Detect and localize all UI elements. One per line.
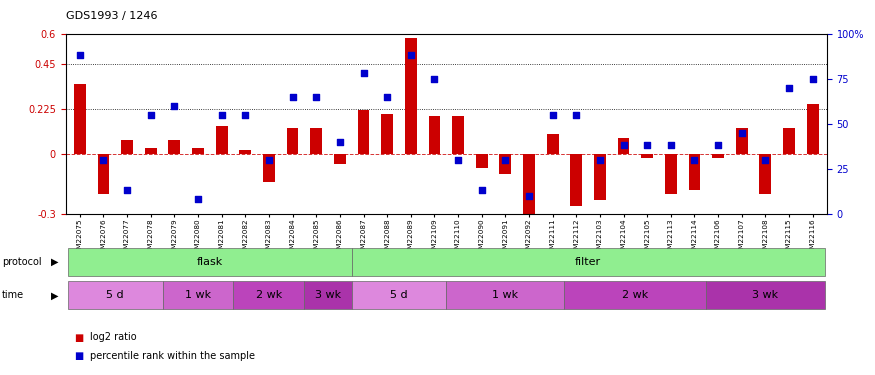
Point [711,142,725,148]
Point [499,157,513,163]
Bar [68,281,163,309]
Point [546,112,560,118]
Point [309,94,323,100]
Bar [712,154,724,158]
Bar [263,154,275,182]
Point [522,193,536,199]
Point [640,142,654,148]
Text: 3 wk: 3 wk [315,290,341,300]
Bar [311,128,322,154]
Point [593,157,607,163]
Bar [807,104,819,154]
Point [735,130,749,136]
Bar [216,126,228,154]
Text: flask: flask [197,256,223,267]
Point [452,157,466,163]
Text: protocol: protocol [2,256,41,267]
Bar [240,150,251,154]
Point [332,139,346,145]
Text: ▶: ▶ [51,256,59,267]
Text: time: time [2,290,24,300]
Text: log2 ratio: log2 ratio [90,333,136,342]
Point [617,142,631,148]
Bar [618,138,629,154]
Text: ▶: ▶ [51,290,59,300]
Bar [476,154,487,168]
Bar [192,148,204,154]
Bar [706,281,824,309]
Point [427,76,441,82]
Point [120,188,134,194]
Point [664,142,678,148]
Point [356,70,370,76]
Bar [352,281,446,309]
Bar [500,154,511,174]
Point [167,103,181,109]
Point [262,157,276,163]
Text: 3 wk: 3 wk [752,290,779,300]
Bar [121,140,133,154]
Text: 2 wk: 2 wk [255,290,282,300]
Text: ■: ■ [74,351,84,361]
Bar [334,154,346,164]
Point [96,157,110,163]
Point [285,94,299,100]
Point [806,76,820,82]
Bar [570,154,582,206]
Bar [665,154,676,194]
Point [191,196,205,202]
Point [380,94,394,100]
Point [214,112,228,118]
Bar [405,38,416,154]
Bar [97,154,109,194]
Point [144,112,158,118]
Text: percentile rank within the sample: percentile rank within the sample [90,351,256,361]
Bar [68,248,352,276]
Bar [523,154,535,224]
Point [475,188,489,194]
Bar [641,154,653,158]
Point [238,112,252,118]
Bar [564,281,706,309]
Bar [736,128,747,154]
Point [73,53,87,58]
Bar [304,281,352,309]
Text: 2 wk: 2 wk [622,290,648,300]
Bar [452,116,464,154]
Bar [689,154,700,190]
Text: 5 d: 5 d [107,290,124,300]
Text: 1 wk: 1 wk [185,290,211,300]
Bar [382,114,393,154]
Text: GDS1993 / 1246: GDS1993 / 1246 [66,11,158,21]
Bar [169,140,180,154]
Text: 5 d: 5 d [390,290,408,300]
Text: filter: filter [575,256,601,267]
Point [759,157,773,163]
Bar [446,281,564,309]
Bar [783,128,795,154]
Bar [760,154,772,194]
Bar [74,84,86,154]
Point [688,157,702,163]
Bar [287,128,298,154]
Bar [163,281,234,309]
Text: ■: ■ [74,333,84,342]
Point [403,53,417,58]
Text: 1 wk: 1 wk [493,290,518,300]
Point [570,112,584,118]
Bar [594,154,605,200]
Bar [547,134,558,154]
Bar [234,281,304,309]
Bar [358,110,369,154]
Bar [429,116,440,154]
Point [782,85,796,91]
Bar [352,248,824,276]
Bar [145,148,157,154]
